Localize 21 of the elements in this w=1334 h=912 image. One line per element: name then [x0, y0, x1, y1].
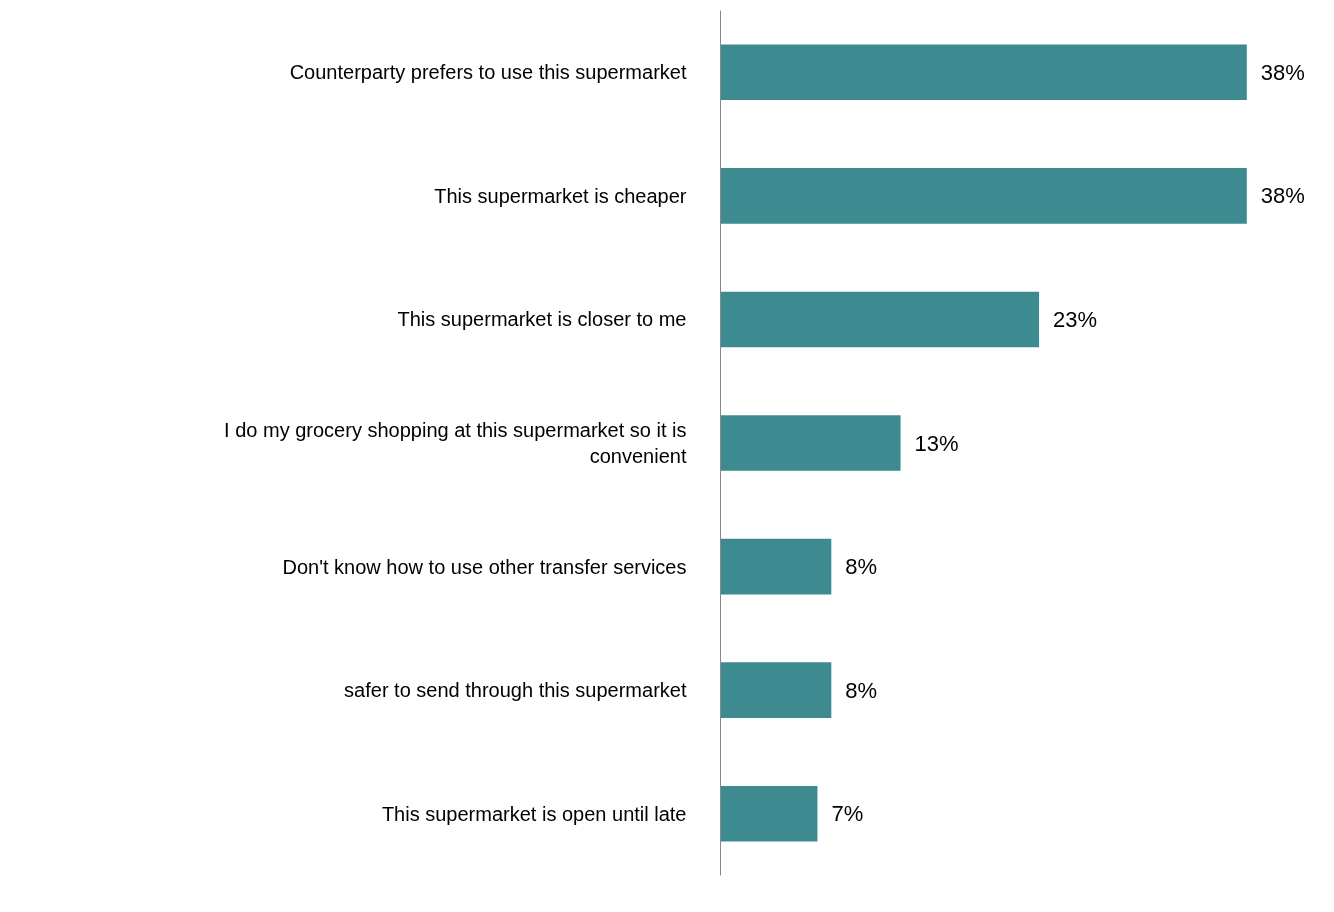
data-label: 23% [1053, 306, 1098, 332]
bar [720, 538, 832, 595]
y-tick-label: This supermarket is closer to me [397, 308, 687, 331]
data-label: 13% [914, 430, 959, 456]
bar [720, 785, 818, 842]
y-tick-label: I do my grocery shopping at this supermarket so it is convenient [224, 418, 687, 468]
y-tick-label: Counterparty prefers to use this supermarket [289, 61, 687, 84]
data-label: 8% [845, 677, 878, 703]
bar [720, 291, 1040, 348]
data-label: 38% [1260, 183, 1305, 209]
bar [720, 662, 832, 718]
bar [720, 44, 1247, 101]
y-tick-label: This supermarket is open until late [381, 802, 687, 825]
bar [720, 415, 901, 471]
y-tick-label: This supermarket is cheaper [434, 184, 687, 207]
y-tick-label: Don't know how to use other transfer services [282, 555, 687, 578]
bar [720, 168, 1247, 224]
data-label: 38% [1260, 59, 1305, 85]
y-tick-label: safer to send through this supermarket [344, 679, 687, 702]
data-label: 8% [845, 554, 878, 580]
data-label: 7% [831, 801, 864, 827]
